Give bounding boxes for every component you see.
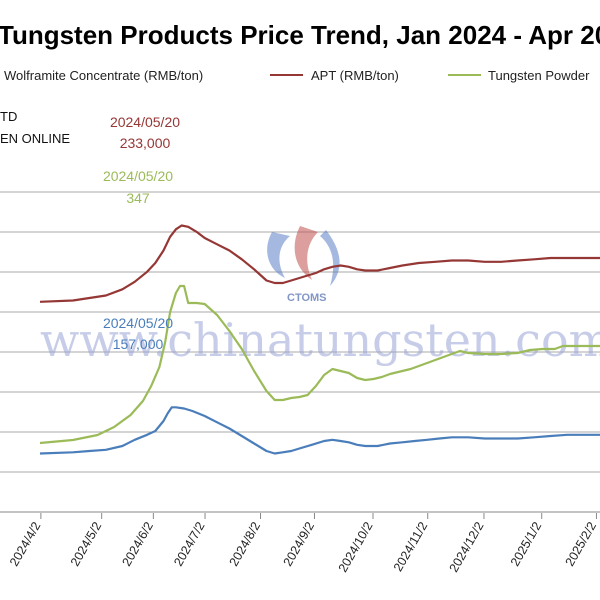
series-line-wolframite <box>39 406 600 455</box>
source-line-2: EN ONLINE <box>0 131 70 146</box>
grid <box>0 191 600 513</box>
series-line-apt <box>39 224 600 303</box>
annotation-value: 233,000 <box>120 135 171 151</box>
x-axis-ticks: 2024/4/2 2024/5/2 2024/6/2 2024/7/2 2024/8/2… <box>7 513 599 575</box>
watermark-text: www.chinatungsten.com <box>40 313 600 367</box>
series-line-tungsten-powder <box>39 284 600 445</box>
x-tick-label: 2024/10/2 <box>336 519 376 574</box>
x-tick-label: 2024/5/2 <box>68 519 104 568</box>
legend-item-tungsten-powder: Tungsten Powder <box>448 68 590 83</box>
annotation-value: 157,000 <box>113 336 164 352</box>
watermark: CTOMS www.chinatungsten.com <box>40 226 600 367</box>
annotation-date: 2024/05/20 <box>110 114 180 130</box>
legend-label-wolframite: Wolframite Concentrate (RMB/ton) <box>4 68 203 83</box>
legend-item-apt: APT (RMB/ton) <box>270 68 399 83</box>
x-tick-label: 2024/12/2 <box>447 519 487 574</box>
annotations: 2024/05/20 233,000 2024/05/20 347 2024/05/20… <box>103 114 180 352</box>
x-tick-label: 2025/2/2 <box>563 519 599 568</box>
legend-item-wolframite: Wolframite Concentrate (RMB/ton) <box>4 68 203 83</box>
x-tick-label: 2025/1/2 <box>508 519 544 568</box>
x-tick-label: 2024/6/2 <box>119 519 155 568</box>
annotation-date: 2024/05/20 <box>103 315 173 331</box>
source-line-1: TD <box>0 109 17 124</box>
watermark-logo-text: CTOMS <box>287 292 327 304</box>
annotation-value: 347 <box>126 190 150 206</box>
legend-label-tungsten-powder: Tungsten Powder <box>488 68 590 83</box>
annotation-date: 2024/05/20 <box>103 168 173 184</box>
series-lines <box>39 224 600 455</box>
x-tick-label: 2024/8/2 <box>227 519 263 568</box>
x-tick-label: 2024/11/2 <box>391 519 430 573</box>
x-tick-label: 2024/4/2 <box>7 519 43 568</box>
x-tick-label: 2024/7/2 <box>171 519 207 568</box>
watermark-logo <box>267 226 340 286</box>
legend-label-apt: APT (RMB/ton) <box>311 68 399 83</box>
legend: Wolframite Concentrate (RMB/ton) APT (RM… <box>4 68 590 83</box>
x-tick-label: 2024/9/2 <box>281 519 317 568</box>
chart-title: Tungsten Products Price Trend, Jan 2024 … <box>0 20 600 50</box>
